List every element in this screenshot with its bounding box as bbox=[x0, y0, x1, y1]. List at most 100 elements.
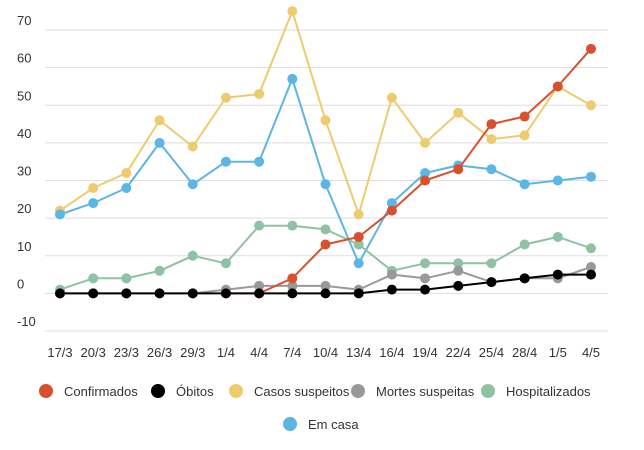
legend-swatch bbox=[229, 384, 243, 398]
legend-label: Confirmados bbox=[64, 384, 138, 399]
data-point[interactable] bbox=[552, 81, 563, 92]
data-point[interactable] bbox=[121, 183, 132, 194]
data-point[interactable] bbox=[586, 269, 596, 280]
data-point[interactable] bbox=[88, 183, 99, 194]
series-group bbox=[55, 220, 596, 295]
data-point[interactable] bbox=[420, 273, 431, 284]
data-point[interactable] bbox=[519, 179, 530, 190]
data-point[interactable] bbox=[220, 288, 231, 299]
data-point[interactable] bbox=[420, 167, 431, 178]
data-point[interactable] bbox=[386, 198, 397, 209]
data-point[interactable] bbox=[320, 179, 331, 190]
data-point[interactable] bbox=[453, 164, 464, 175]
data-point[interactable] bbox=[386, 284, 397, 295]
data-point[interactable] bbox=[220, 156, 231, 167]
data-point[interactable] bbox=[320, 288, 331, 299]
data-point[interactable] bbox=[320, 280, 331, 291]
x-tick-label: 4/4 bbox=[250, 345, 268, 360]
y-tick-label: 30 bbox=[17, 164, 31, 179]
data-point[interactable] bbox=[453, 265, 464, 276]
data-point[interactable] bbox=[519, 130, 530, 141]
legend-item[interactable]: Óbitos bbox=[151, 384, 214, 399]
data-point[interactable] bbox=[187, 288, 198, 299]
data-point[interactable] bbox=[220, 92, 231, 103]
x-tick-label: 16/4 bbox=[379, 345, 404, 360]
data-point[interactable] bbox=[187, 179, 198, 190]
data-point[interactable] bbox=[453, 258, 464, 269]
x-tick-label: 4/5 bbox=[582, 345, 600, 360]
data-point[interactable] bbox=[586, 171, 596, 182]
data-point[interactable] bbox=[519, 239, 530, 250]
data-point[interactable] bbox=[386, 205, 397, 216]
data-point[interactable] bbox=[552, 269, 563, 280]
data-point[interactable] bbox=[121, 273, 132, 284]
data-point[interactable] bbox=[486, 258, 497, 269]
data-point[interactable] bbox=[386, 269, 397, 280]
data-point[interactable] bbox=[320, 224, 331, 235]
data-point[interactable] bbox=[586, 43, 596, 54]
y-tick-label: 20 bbox=[17, 201, 31, 216]
data-point[interactable] bbox=[552, 231, 563, 242]
data-point[interactable] bbox=[586, 243, 596, 254]
data-point[interactable] bbox=[453, 107, 464, 118]
data-point[interactable] bbox=[121, 288, 132, 299]
data-point[interactable] bbox=[154, 288, 165, 299]
data-point[interactable] bbox=[420, 175, 431, 186]
data-point[interactable] bbox=[453, 280, 464, 291]
data-point[interactable] bbox=[55, 288, 65, 299]
data-point[interactable] bbox=[154, 265, 165, 276]
data-point[interactable] bbox=[220, 258, 231, 269]
data-point[interactable] bbox=[486, 134, 497, 145]
data-point[interactable] bbox=[420, 284, 431, 295]
data-point[interactable] bbox=[353, 239, 364, 250]
data-point[interactable] bbox=[287, 273, 298, 284]
data-point[interactable] bbox=[254, 280, 265, 291]
data-point[interactable] bbox=[552, 175, 563, 186]
legend-item[interactable]: Casos suspeitos bbox=[229, 384, 350, 399]
data-point[interactable] bbox=[254, 288, 265, 299]
x-axis-ticks: 17/3 20/3 23/3 26/3 29/3 1/4 4/4 7/4 10/4 13/4 16/… bbox=[47, 345, 600, 360]
data-point[interactable] bbox=[154, 137, 165, 148]
data-point[interactable] bbox=[287, 288, 298, 299]
data-point[interactable] bbox=[420, 137, 431, 148]
data-point[interactable] bbox=[187, 141, 198, 152]
data-point[interactable] bbox=[88, 198, 99, 209]
data-point[interactable] bbox=[353, 231, 364, 242]
data-point[interactable] bbox=[121, 167, 132, 178]
data-point[interactable] bbox=[88, 288, 99, 299]
data-point[interactable] bbox=[88, 273, 99, 284]
data-point[interactable] bbox=[486, 164, 497, 175]
data-point[interactable] bbox=[254, 156, 265, 167]
data-point[interactable] bbox=[586, 262, 596, 273]
data-point[interactable] bbox=[254, 88, 265, 99]
x-tick-label: 22/4 bbox=[446, 345, 471, 360]
legend-item[interactable]: Mortes suspeitas bbox=[351, 384, 475, 399]
data-point[interactable] bbox=[154, 115, 165, 126]
data-point[interactable] bbox=[486, 277, 497, 288]
data-point[interactable] bbox=[519, 111, 530, 122]
data-point[interactable] bbox=[287, 6, 298, 17]
data-point[interactable] bbox=[55, 209, 65, 220]
data-point[interactable] bbox=[187, 250, 198, 261]
data-point[interactable] bbox=[353, 258, 364, 269]
data-point[interactable] bbox=[353, 288, 364, 299]
data-point[interactable] bbox=[420, 258, 431, 269]
x-tick-label: 20/3 bbox=[81, 345, 106, 360]
data-point[interactable] bbox=[320, 239, 331, 250]
data-point[interactable] bbox=[287, 220, 298, 231]
legend-item[interactable]: Confirmados bbox=[39, 384, 138, 399]
legend-swatch bbox=[351, 384, 365, 398]
data-point[interactable] bbox=[254, 220, 265, 231]
data-point[interactable] bbox=[320, 115, 331, 126]
data-point[interactable] bbox=[287, 73, 298, 84]
data-point[interactable] bbox=[486, 119, 497, 130]
legend-item[interactable]: Em casa bbox=[283, 417, 359, 432]
data-point[interactable] bbox=[353, 209, 364, 220]
data-point[interactable] bbox=[287, 280, 298, 291]
legend-swatch bbox=[151, 384, 165, 398]
series-group bbox=[55, 73, 596, 269]
legend-item[interactable]: Hospitalizados bbox=[481, 384, 591, 399]
data-point[interactable] bbox=[386, 92, 397, 103]
data-point[interactable] bbox=[586, 100, 596, 111]
data-point[interactable] bbox=[519, 273, 530, 284]
